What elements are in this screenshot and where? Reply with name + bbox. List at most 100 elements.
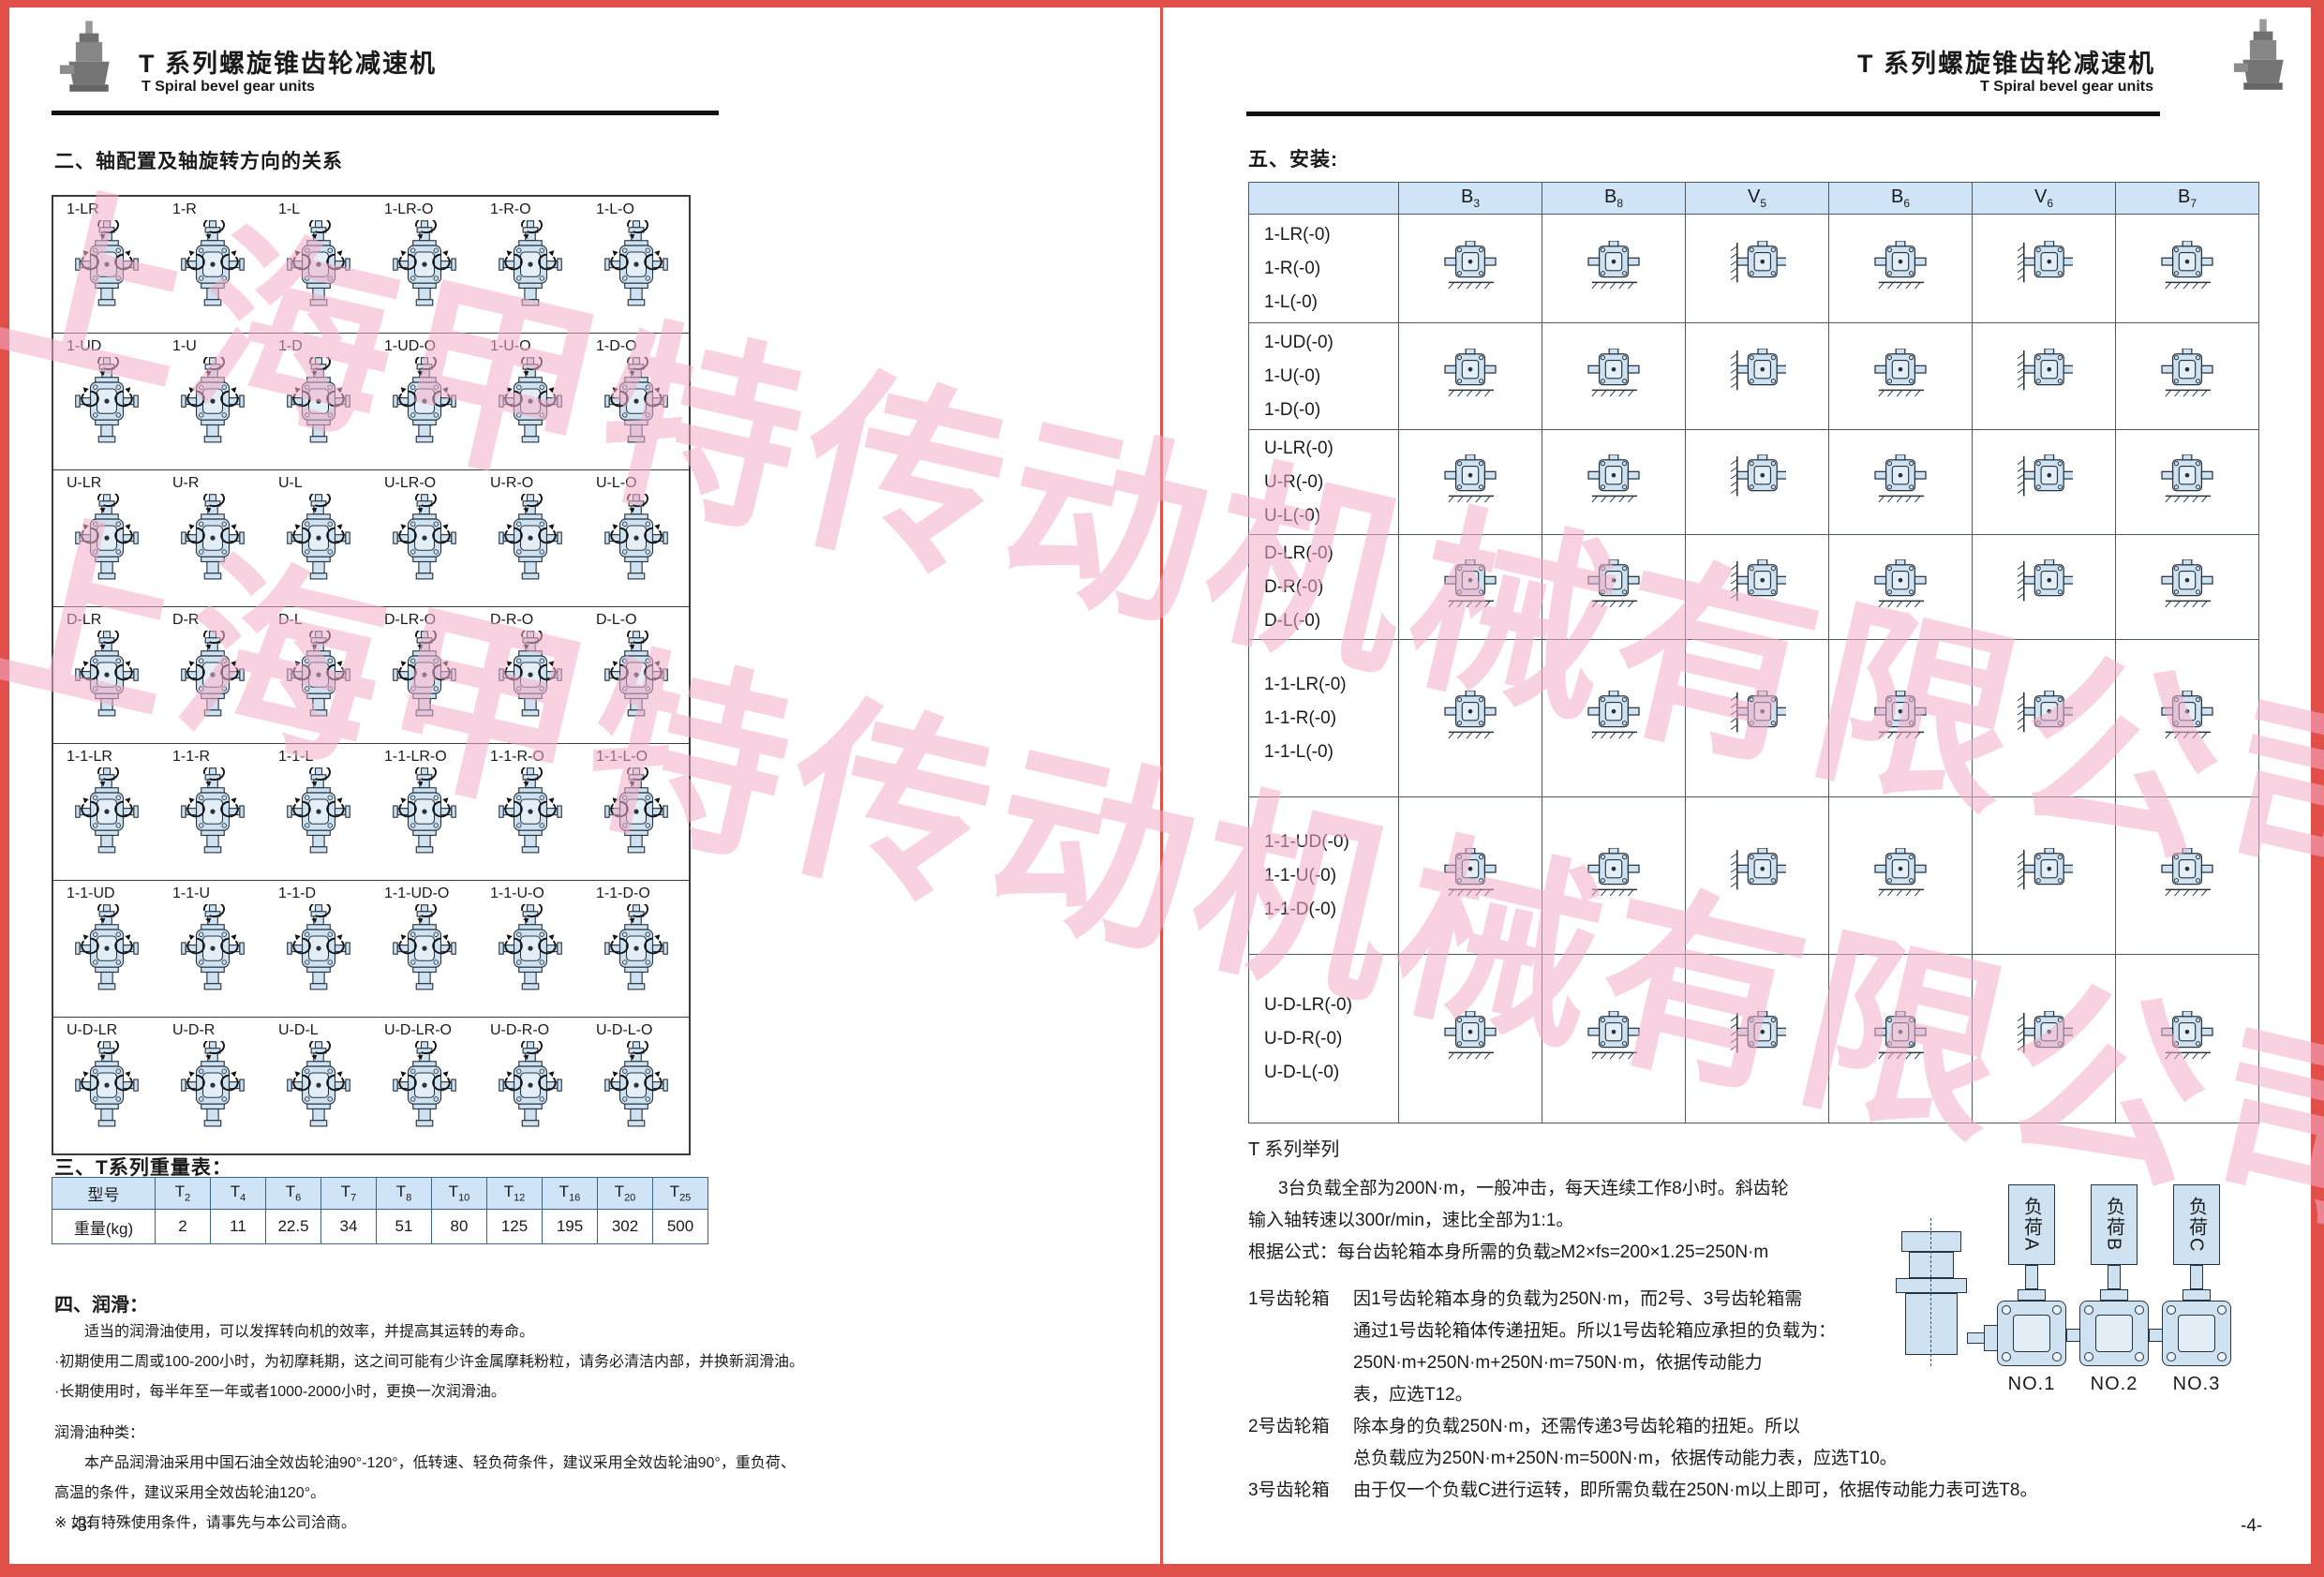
mounted-gearbox-icon [1685, 796, 1829, 955]
mounted-gearbox-icon [1685, 214, 1829, 323]
mounted-gearbox-icon [1972, 639, 2116, 797]
gearbox-diagram-icon [477, 764, 583, 862]
gearbox-diagram-icon [265, 490, 371, 588]
install-row-label-cell: 1-1-LR(-0) 1-1-R(-0) 1-1-L(-0) [1248, 639, 1399, 797]
axis-cell: 1-LR-O [371, 197, 477, 333]
install-row-label: U-D-LR(-0) [1264, 994, 1352, 1015]
gearbox-diagram-icon [371, 216, 477, 315]
example-title: T 系列举列 [1248, 1139, 1340, 1160]
weight-value-cell: 22.5 [265, 1209, 321, 1244]
axis-cell: U-D-R [159, 1018, 265, 1153]
axis-cell-label: 1-UD [67, 338, 102, 354]
gearbox-diagram-icon [265, 1037, 371, 1136]
axis-cell-label: 1-D [278, 338, 303, 354]
axis-cell-label: U-L-O [596, 475, 637, 491]
axis-cell: U-D-L-O [583, 1018, 689, 1153]
load-label-a: 负荷A [2020, 1197, 2042, 1253]
mounted-gearbox-icon [1685, 322, 1829, 430]
weight-value-cell: 51 [376, 1209, 432, 1244]
axis-cell-label: U-L [278, 475, 303, 491]
axis-cell: 1-1-UD-O [371, 881, 477, 1017]
install-row-label-cell: U-D-LR(-0) U-D-R(-0) U-D-L(-0) [1248, 954, 1399, 1123]
mounted-gearbox-icon [2115, 639, 2259, 797]
gearbox-diagram-icon [583, 764, 689, 862]
mounted-gearbox-icon [1972, 796, 2116, 955]
install-row: 1-LR(-0) 1-R(-0) 1-L(-0) [1248, 214, 2259, 323]
example-item: 1号齿轮箱 因1号齿轮箱本身的负载为250N·m，而2号、3号齿轮箱需 通过1号齿轮… [1248, 1284, 2037, 1411]
axis-cell-label: U-R [172, 475, 200, 491]
model-cell: T2 [155, 1177, 211, 1210]
gearbox-diagram-icon [53, 764, 159, 862]
install-row-label: 1-D(-0) [1264, 399, 1321, 420]
install-row-label: U-LR(-0) [1264, 438, 1333, 458]
example-unit-3: 负荷C NO.3 [2156, 1175, 2237, 1411]
weight-value-cell: 80 [431, 1209, 487, 1244]
gearbox-no1 [1997, 1301, 2066, 1366]
install-row-label: 1-L(-0) [1264, 291, 1318, 312]
axis-cell-label: 1-1-L [278, 749, 314, 765]
install-row-label: 1-R(-0) [1264, 258, 1321, 278]
gearbox-diagram-icon [265, 353, 371, 452]
axis-cell-label: 1-1-D-O [596, 885, 650, 901]
mounted-gearbox-icon [1542, 534, 1686, 640]
axis-cell-label: D-L-O [596, 612, 637, 628]
mounted-gearbox-icon [1972, 322, 2116, 430]
install-row-label: D-R(-0) [1264, 576, 1324, 597]
lube-type-line: 高温的条件，建议采用全效齿轮油120°。 [54, 1485, 326, 1501]
axis-cell-label: U-D-LR [67, 1022, 118, 1038]
example-item: 2号齿轮箱 除本身的负载250N·m，还需传递3号齿轮箱的扭矩。所以 总负载应为25… [1248, 1411, 2037, 1475]
install-table: B3 B8 V5 B6 V6 B7 1-LR(-0) 1-R(-0) 1-L(-0) [1248, 182, 2259, 1123]
axis-cell: 1-UD-O [371, 334, 477, 469]
gearbox-diagram-icon [159, 900, 265, 999]
install-column-header: B6 [1828, 182, 1973, 215]
gearbox-diagram-icon [371, 900, 477, 999]
mounted-gearbox-icon [1542, 429, 1686, 535]
axis-cell: 1-D-O [583, 334, 689, 469]
axis-grid-row: U-LR U-R U-L U-LR-O U-R-O U-L- [53, 469, 689, 606]
mounted-gearbox-icon [1972, 429, 2116, 535]
mounted-gearbox-icon [1542, 796, 1686, 955]
axis-cell: 1-L [265, 197, 371, 333]
mounted-gearbox-icon [1972, 954, 2116, 1123]
header-rule [52, 111, 719, 115]
lube-line: ·初期使用二周或100-200小时，为初摩耗期，这之间可能有少许金属摩耗粉粒，请… [54, 1354, 805, 1370]
axis-cell-label: 1-L-O [596, 201, 634, 217]
axis-cell-label: D-R-O [490, 612, 534, 628]
example-intro: 3台负载全部为200N·m，一般冲击，每天连续工作8小时。斜齿轮 输入轴转速以30… [1248, 1173, 2037, 1269]
install-row: U-LR(-0) U-R(-0) U-L(-0) [1248, 429, 2259, 535]
axis-cell-label: 1-1-U-O [490, 885, 544, 901]
gearbox-item-line: 除本身的负载250N·m，还需传递3号齿轮箱的扭矩。所以 [1353, 1417, 1801, 1436]
gearbox-diagram-icon [371, 490, 477, 588]
mounted-gearbox-icon [1398, 214, 1542, 323]
page-right: T 系列螺旋锥齿轮减速机 T Spiral bevel gear units 五… [1163, 7, 2311, 1564]
weight-value-cell: 195 [542, 1209, 598, 1244]
axis-cell: U-D-LR [53, 1018, 159, 1153]
mounted-gearbox-icon [1828, 796, 1973, 955]
example-diagram: 负荷A NO.1 负荷B NO.2 负荷C NO.3 [1894, 1175, 2302, 1411]
lube-type-lines: 本产品润滑油采用中国石油全效齿轮油90°-120°，低转速、轻负荷条件，建议采用… [54, 1449, 796, 1539]
gearbox-diagram-icon [371, 627, 477, 725]
axis-cell: 1-1-LR-O [371, 744, 477, 880]
install-row-label: U-R(-0) [1264, 471, 1324, 492]
install-corner-cell [1248, 182, 1399, 215]
install-row: U-D-LR(-0) U-D-R(-0) U-D-L(-0) [1248, 954, 2259, 1123]
install-row-label: 1-1-R(-0) [1264, 707, 1337, 728]
gearbox-item-lines: 除本身的负载250N·m，还需传递3号齿轮箱的扭矩。所以 总负载应为250N·m+… [1353, 1411, 1898, 1475]
install-row: 1-UD(-0) 1-U(-0) 1-D(-0) [1248, 322, 2259, 430]
page-number-left: -3- [71, 1516, 94, 1536]
install-row-label: 1-1-LR(-0) [1264, 674, 1347, 694]
example-intro-line: 输入轴转速以300r/min，速比全部为1:1。 [1248, 1211, 1574, 1230]
install-row-label: D-LR(-0) [1264, 543, 1333, 563]
axis-cell: 1-1-U-O [477, 881, 583, 1017]
mounted-gearbox-icon [1828, 214, 1973, 323]
axis-cell: U-D-R-O [477, 1018, 583, 1153]
install-row-label: 1-U(-0) [1264, 365, 1321, 386]
gearbox-diagram-icon [159, 764, 265, 862]
axis-cell: 1-1-L [265, 744, 371, 880]
page-title-en-right: T Spiral bevel gear units [1980, 79, 2153, 95]
axis-cell-label: D-LR [67, 612, 102, 628]
axis-cell: D-R [159, 607, 265, 743]
weight-table-value-row: 重量(kg) 2 11 22.5 34 51 80 125 195 302 500 [52, 1209, 708, 1244]
axis-cell-label: 1-1-LR [67, 749, 112, 765]
